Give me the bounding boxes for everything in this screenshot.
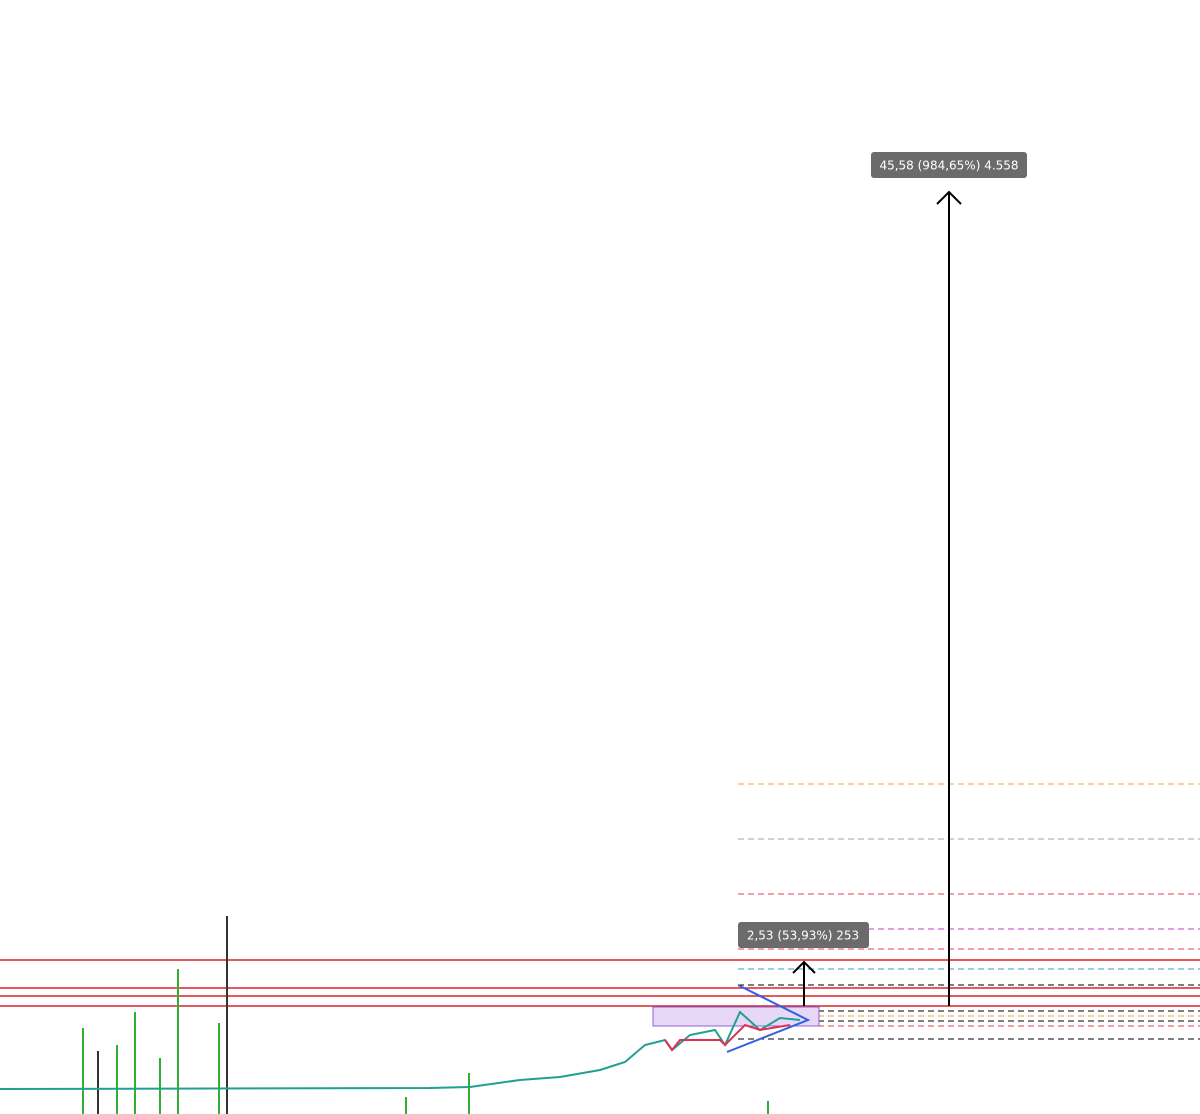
support-lines: [0, 959, 1200, 1007]
triangle-pattern: [726, 984, 811, 1053]
dashed-levels: [738, 783, 1200, 1040]
volume-bars: [82, 916, 769, 1114]
measure-label-box: [871, 152, 1027, 178]
measure-label: 45,58 (984,65%) 4.558: [879, 159, 1018, 173]
measure-label-box: [738, 922, 869, 948]
range-box: [652, 1006, 820, 1027]
measure-label: 2,53 (53,93%) 253: [747, 929, 859, 943]
price-path-red: [664, 1023, 791, 1052]
measure-arrow: [792, 190, 962, 1006]
